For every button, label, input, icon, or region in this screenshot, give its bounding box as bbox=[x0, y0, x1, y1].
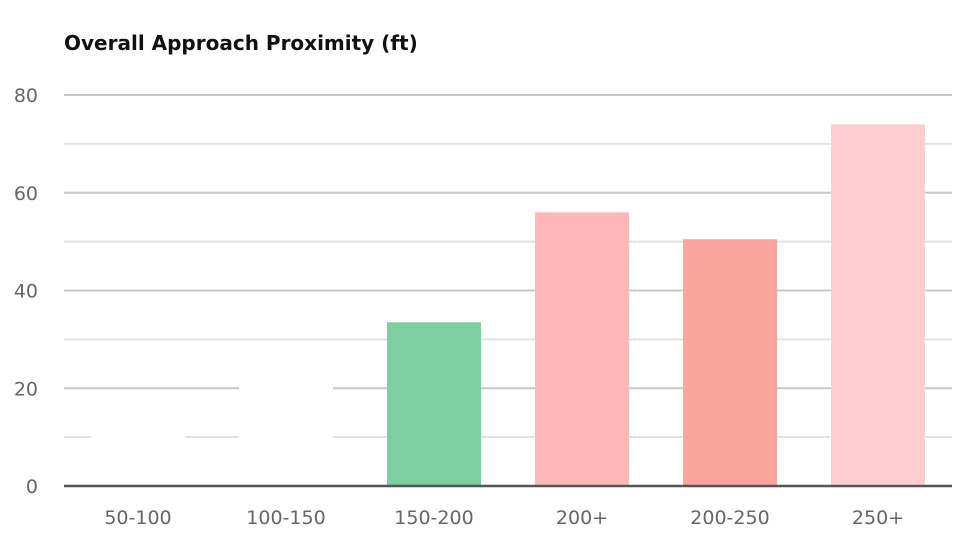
bar-150-200 bbox=[387, 322, 481, 486]
bar-100-150 bbox=[239, 363, 333, 486]
y-tick-label: 20 bbox=[14, 378, 38, 400]
x-tick-label: 100-150 bbox=[246, 507, 325, 529]
x-tick-label: 50-100 bbox=[104, 507, 171, 529]
chart-title: Overall Approach Proximity (ft) bbox=[64, 31, 418, 55]
y-tick-label: 80 bbox=[14, 85, 38, 107]
y-tick-label: 40 bbox=[14, 281, 38, 303]
bar-200-250 bbox=[683, 239, 777, 486]
bar-250+ bbox=[831, 124, 925, 486]
x-tick-label: 250+ bbox=[852, 507, 904, 529]
x-tick-label: 150-200 bbox=[394, 507, 473, 529]
y-tick-label: 60 bbox=[14, 183, 38, 205]
bar-200+ bbox=[535, 212, 629, 487]
bar-50-100 bbox=[91, 412, 185, 486]
x-tick-label: 200-250 bbox=[690, 507, 769, 529]
x-tick-label: 200+ bbox=[556, 507, 608, 529]
y-tick-label: 0 bbox=[26, 476, 38, 498]
